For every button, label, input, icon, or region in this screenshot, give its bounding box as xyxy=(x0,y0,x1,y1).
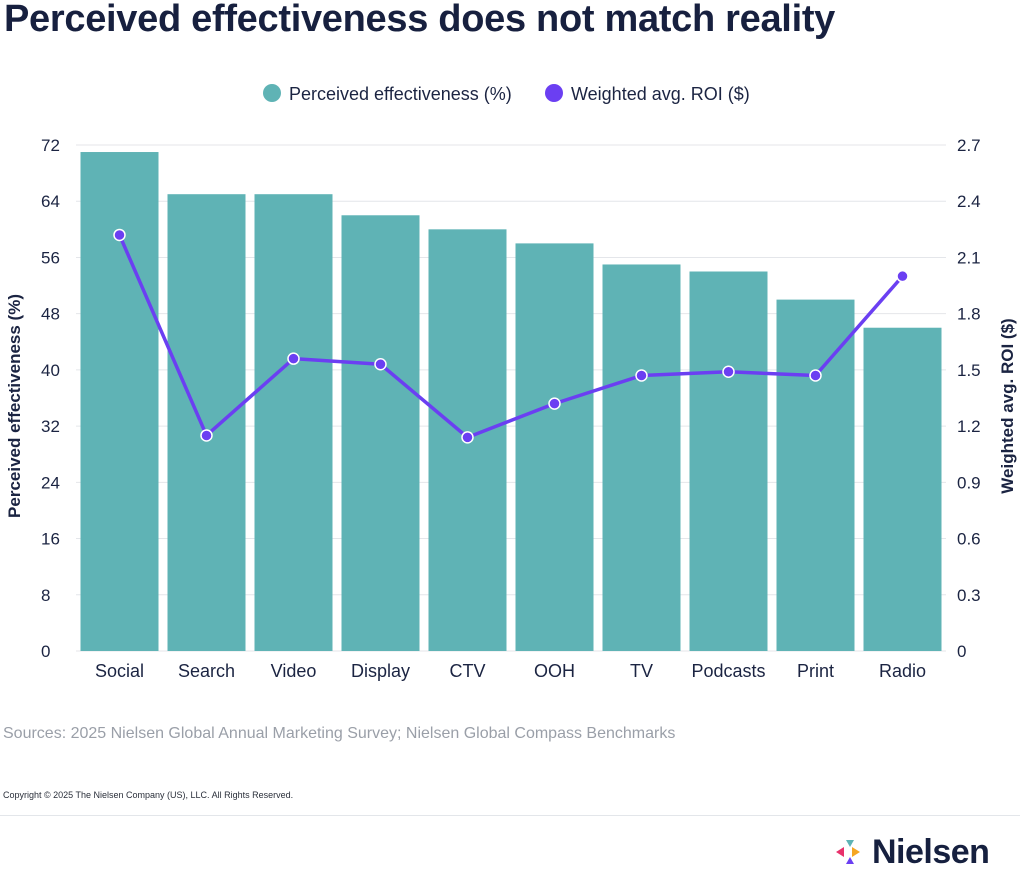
roi-point xyxy=(809,369,822,382)
x-tick-label: OOH xyxy=(534,661,575,681)
x-tick-label: Radio xyxy=(879,661,926,681)
x-tick-label: Display xyxy=(351,661,410,681)
source-note: Sources: 2025 Nielsen Global Annual Mark… xyxy=(3,725,676,742)
bar xyxy=(80,152,159,651)
legend-label-bar: Perceived effectiveness (%) xyxy=(289,84,512,104)
y-left-tick-label: 40 xyxy=(41,361,60,380)
footer-divider xyxy=(0,815,1020,816)
copyright-note: Copyright © 2025 The Nielsen Company (US… xyxy=(3,790,294,800)
y-left-tick-label: 16 xyxy=(41,530,60,549)
bar xyxy=(689,271,768,651)
roi-point xyxy=(722,365,735,379)
chart-title: Perceived effectiveness does not match r… xyxy=(4,0,836,40)
x-tick-label: Video xyxy=(271,661,317,681)
y-left-tick-label: 56 xyxy=(41,248,60,267)
y-right-tick-label: 0.9 xyxy=(957,473,981,492)
roi-point xyxy=(113,228,126,242)
y-right-tick-label: 0 xyxy=(957,642,966,661)
x-tick-label: Print xyxy=(797,661,834,681)
y-right-axis-title: Weighted avg. ROI ($) xyxy=(998,318,1017,493)
bar xyxy=(776,299,855,651)
y-right-tick-label: 1.2 xyxy=(957,417,981,436)
y-left-tick-label: 24 xyxy=(41,473,60,492)
nielsen-wordmark: Nielsen xyxy=(872,833,990,871)
x-tick-label: Social xyxy=(95,661,144,681)
y-right-tick-label: 0.3 xyxy=(957,586,981,605)
bar xyxy=(341,215,420,651)
y-right-tick-label: 2.1 xyxy=(957,248,981,267)
y-right-tick-label: 0.6 xyxy=(957,530,981,549)
y-right-tick-label: 1.8 xyxy=(957,305,981,324)
roi-point xyxy=(461,431,474,444)
bar xyxy=(515,243,594,651)
y-right-tick-label: 1.5 xyxy=(957,361,981,380)
y-left-tick-label: 32 xyxy=(41,417,60,436)
nielsen-logo: Nielsen xyxy=(832,832,990,872)
y-left-tick-label: 64 xyxy=(41,192,60,211)
x-tick-label: Podcasts xyxy=(691,661,765,681)
roi-line xyxy=(117,234,904,440)
nielsen-logo-icon xyxy=(836,840,860,864)
roi-point xyxy=(374,358,387,371)
roi-point xyxy=(896,269,909,283)
y-left-tick-label: 72 xyxy=(41,136,60,155)
legend-label-line: Weighted avg. ROI ($) xyxy=(571,84,750,104)
y-right-tick-label: 2.4 xyxy=(957,192,981,211)
x-tick-label: CTV xyxy=(450,661,486,681)
legend-marker-line xyxy=(545,84,563,102)
bar xyxy=(167,194,246,651)
bar xyxy=(863,327,942,651)
x-tick-label: Search xyxy=(178,661,235,681)
roi-point xyxy=(548,397,561,410)
combo-chart: 0 8 16 24 32 40 48 56 64 72 0 0.3 0.6 0.9 1.2 1.5 1.8 2.1… xyxy=(5,84,1017,681)
y-right-tick-label: 2.7 xyxy=(957,136,981,155)
y-left-tick-label: 0 xyxy=(41,642,50,661)
y-left-tick-label: 48 xyxy=(41,305,60,324)
roi-point xyxy=(200,429,213,442)
x-tick-label: TV xyxy=(630,661,653,681)
legend-marker-bar xyxy=(263,84,281,102)
roi-point xyxy=(635,369,648,382)
y-left-axis-title: Perceived effectiveness (%) xyxy=(5,294,24,518)
roi-point xyxy=(287,352,300,365)
bar xyxy=(602,264,681,651)
y-left-tick-label: 8 xyxy=(41,586,50,605)
bar xyxy=(254,194,333,651)
